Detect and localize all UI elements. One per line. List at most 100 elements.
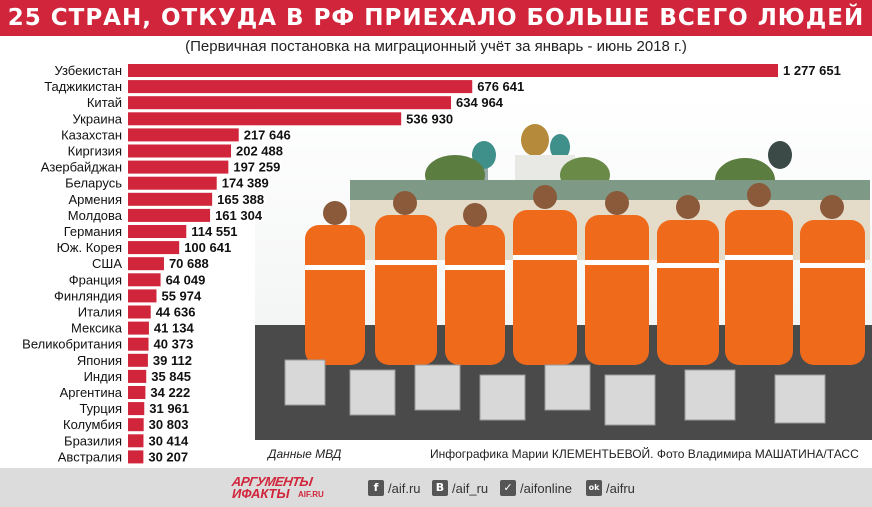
bar xyxy=(128,450,144,464)
twitter-icon: ✓ xyxy=(500,480,516,496)
value-label: 35 845 xyxy=(151,369,191,384)
bar xyxy=(128,128,239,142)
category-label: Финляндия xyxy=(54,288,122,303)
value-label: 55 974 xyxy=(161,288,202,303)
bar xyxy=(128,208,211,222)
aif-logo[interactable]: АРГУМЕНТЫ ИФАКТЫ AIF.RU xyxy=(231,474,332,502)
social-label: /aif.ru xyxy=(388,480,421,496)
category-label: Узбекистан xyxy=(54,63,122,78)
social-vk[interactable]: В /aif_ru xyxy=(432,478,488,498)
value-label: 30 414 xyxy=(148,433,189,448)
bar xyxy=(128,160,229,174)
social-odnoklassniki[interactable]: ok /aifru xyxy=(586,478,635,498)
workers xyxy=(305,210,865,365)
value-label: 30 803 xyxy=(149,417,189,432)
value-label: 536 930 xyxy=(406,111,453,126)
value-label: 70 688 xyxy=(169,256,209,271)
page-title: 25 СТРАН, ОТКУДА В РФ ПРИЕХАЛО БОЛЬШЕ ВС… xyxy=(0,0,872,36)
category-label: Китай xyxy=(87,95,122,110)
category-label: Германия xyxy=(64,224,122,239)
category-label: Молдова xyxy=(68,208,123,223)
value-label: 1 277 651 xyxy=(783,63,841,78)
bar xyxy=(128,402,145,416)
value-label: 64 049 xyxy=(166,272,206,287)
footer: АРГУМЕНТЫ ИФАКТЫ AIF.RU f /aif.ru В /aif… xyxy=(0,468,872,507)
bar xyxy=(128,144,232,158)
value-label: 34 222 xyxy=(150,385,190,400)
category-label: США xyxy=(92,256,122,271)
value-label: 161 304 xyxy=(215,208,263,223)
page-subtitle: (Первичная постановка на миграционный уч… xyxy=(185,38,687,55)
bar xyxy=(128,225,187,238)
bar xyxy=(128,176,217,190)
category-label: Франция xyxy=(69,272,122,287)
bar xyxy=(128,386,146,399)
category-label: Азербайджан xyxy=(41,160,122,175)
category-label: Киргизия xyxy=(68,144,122,159)
category-label: Япония xyxy=(77,353,122,368)
category-label: Великобритания xyxy=(22,337,122,352)
category-label: Италия xyxy=(78,305,122,320)
value-label: 100 641 xyxy=(184,240,231,255)
value-label: 165 388 xyxy=(217,192,264,207)
logo-line2: ИФАКТЫ xyxy=(232,486,290,501)
category-label: Юж. Корея xyxy=(57,240,122,255)
source-note: Данные МВД xyxy=(268,447,342,461)
value-label: 634 964 xyxy=(456,95,504,110)
value-label: 676 641 xyxy=(477,79,524,94)
value-label: 197 259 xyxy=(233,160,280,175)
value-label: 217 646 xyxy=(244,127,291,142)
vk-icon: В xyxy=(432,480,448,496)
bar xyxy=(128,434,144,448)
workers-photo xyxy=(255,95,872,440)
logo-domain: AIF.RU xyxy=(298,490,324,499)
worker-heads xyxy=(323,183,844,227)
category-label: Мексика xyxy=(71,321,123,336)
category-label: Бразилия xyxy=(64,433,122,448)
category-label: Украина xyxy=(73,111,123,126)
bar xyxy=(128,241,180,255)
bar xyxy=(128,321,149,335)
value-label: 44 636 xyxy=(156,305,196,320)
credit-note: Инфографика Марии КЛЕМЕНТЬЕВОЙ. Фото Вла… xyxy=(430,447,859,461)
category-label: Австралия xyxy=(58,449,122,464)
bar xyxy=(128,273,161,287)
odnoklassniki-icon: ok xyxy=(586,480,602,496)
bar xyxy=(128,192,213,206)
social-twitter[interactable]: ✓ /aifonline xyxy=(500,478,572,498)
category-label: Колумбия xyxy=(63,417,122,432)
bar-chart: Узбекистан 1 277 651 Таджикистан 676 641 Кит… xyxy=(22,62,842,466)
value-label: 39 112 xyxy=(153,353,192,368)
social-label: /aifonline xyxy=(520,480,573,496)
bar xyxy=(128,80,473,94)
bar xyxy=(128,337,149,351)
social-label: /aif_ru xyxy=(452,480,489,496)
value-label: 30 207 xyxy=(148,449,188,464)
bar xyxy=(128,418,144,432)
social-facebook[interactable]: f /aif.ru xyxy=(368,478,421,498)
value-label: 40 373 xyxy=(154,337,194,352)
bar xyxy=(128,64,778,77)
category-label: Армения xyxy=(68,192,122,207)
value-label: 31 961 xyxy=(149,401,189,416)
bar xyxy=(128,353,148,367)
reflective-stripes xyxy=(305,255,865,270)
bar xyxy=(128,112,402,126)
value-label: 41 134 xyxy=(154,321,195,336)
category-label: Турция xyxy=(79,401,122,416)
category-label: Аргентина xyxy=(60,385,123,400)
category-label: Беларусь xyxy=(65,176,122,191)
category-label: Индия xyxy=(84,369,122,384)
value-label: 114 551 xyxy=(191,224,237,239)
bar xyxy=(128,369,147,383)
social-label: /aifru xyxy=(606,480,635,496)
bar xyxy=(128,257,164,271)
category-label: Казахстан xyxy=(61,127,122,142)
facebook-icon: f xyxy=(368,480,384,496)
category-label: Таджикистан xyxy=(44,79,122,94)
bar xyxy=(128,289,157,303)
value-label: 174 389 xyxy=(222,176,269,191)
shovels xyxy=(284,359,826,426)
bar xyxy=(128,305,151,319)
bar xyxy=(128,96,452,110)
